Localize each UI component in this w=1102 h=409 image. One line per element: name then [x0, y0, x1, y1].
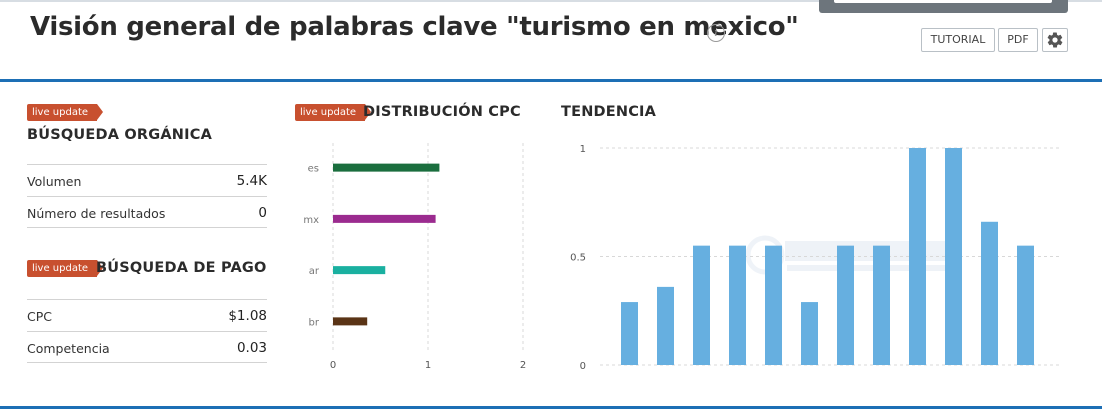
bar: [981, 221, 998, 365]
bar: [333, 317, 368, 326]
bar: [657, 286, 674, 365]
category-label: es: [308, 164, 319, 175]
header-divider: [0, 79, 1102, 82]
settings-button[interactable]: [1042, 28, 1068, 52]
category-label: mx: [303, 215, 319, 226]
organic-title: BÚSQUEDA ORGÁNICA: [27, 127, 212, 143]
bar: [693, 245, 710, 365]
category-label: ar: [309, 266, 320, 277]
live-update-badge-paid: live update: [27, 260, 104, 277]
stat-label: Competencia: [27, 341, 110, 356]
bar: [333, 214, 436, 223]
stat-row-volume: Volumen 5.4K: [27, 164, 267, 196]
tutorial-button[interactable]: TUTORIAL: [921, 28, 995, 52]
bar: [333, 266, 386, 275]
pdf-button[interactable]: PDF: [998, 28, 1038, 52]
tick-label: 0.5: [570, 253, 586, 264]
bar: [837, 245, 854, 365]
bar: [621, 302, 638, 365]
trend-chart-title: TENDENCIA: [561, 104, 657, 120]
stat-value: 0.03: [236, 340, 267, 356]
dropdown-popup-edge: [819, 0, 1068, 13]
gear-icon: [1047, 32, 1063, 48]
top-border: [0, 0, 1102, 2]
tick-label: 0: [580, 361, 586, 372]
bar: [909, 148, 926, 365]
info-icon[interactable]: i: [707, 24, 725, 42]
stat-row-competition: Competencia 0.03: [27, 331, 267, 363]
cpc-chart-title: DISTRIBUCIÓN CPC: [363, 104, 521, 120]
bar: [765, 245, 782, 365]
bar: [873, 245, 890, 365]
live-update-badge-cpc: live update: [295, 104, 372, 121]
stat-value: 5.4K: [236, 173, 267, 189]
bar: [333, 163, 440, 172]
tick-label: 1: [425, 360, 431, 371]
stat-label: Volumen: [27, 174, 82, 189]
bar: [1017, 245, 1034, 365]
stat-label: Número de resultados: [27, 206, 166, 221]
stat-value: 0: [258, 205, 267, 221]
tick-label: 1: [580, 144, 586, 155]
cpc-distribution-chart: 0 1 2 es mx ar br: [303, 143, 526, 371]
tick-label: 0: [330, 360, 336, 371]
trend-chart: 00.51: [570, 144, 1060, 372]
bar: [945, 148, 962, 365]
live-update-badge-organic: live update: [27, 104, 104, 121]
stat-value: $1.08: [228, 308, 267, 324]
page-title: Visión general de palabras clave "turism…: [30, 12, 799, 42]
paid-title: BÚSQUEDA DE PAGO: [96, 260, 267, 276]
stat-row-results: Número de resultados 0: [27, 196, 267, 228]
stat-label: CPC: [27, 309, 52, 324]
tick-label: 2: [520, 360, 526, 371]
bar: [801, 302, 818, 365]
dropdown-popup-inner: [834, 0, 1052, 3]
bar: [729, 245, 746, 365]
category-label: br: [309, 317, 320, 328]
footer-divider: [0, 406, 1102, 409]
stat-row-cpc: CPC $1.08: [27, 299, 267, 331]
